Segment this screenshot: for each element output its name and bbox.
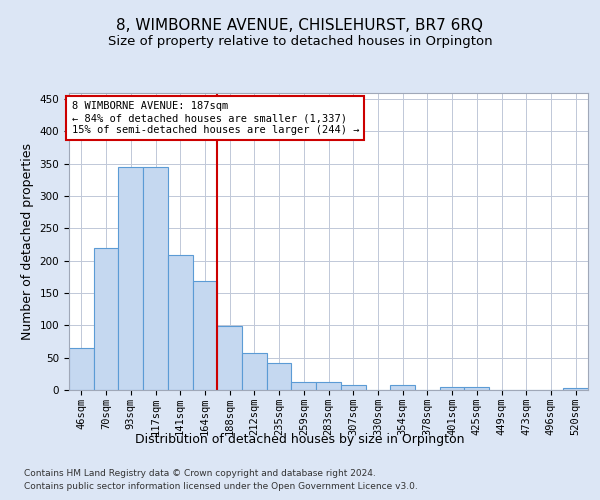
Text: Size of property relative to detached houses in Orpington: Size of property relative to detached ho… [107, 35, 493, 48]
Bar [168, 256, 193, 390]
Bar [143, 167, 168, 390]
Text: Contains HM Land Registry data © Crown copyright and database right 2024.: Contains HM Land Registry data © Crown c… [24, 469, 376, 478]
Bar [563, 388, 588, 390]
Text: Distribution of detached houses by size in Orpington: Distribution of detached houses by size … [135, 432, 465, 446]
Bar [292, 382, 316, 390]
Bar [464, 387, 489, 390]
Bar [217, 326, 242, 390]
Bar [440, 387, 464, 390]
Bar [94, 248, 118, 390]
Bar [118, 167, 143, 390]
Bar [242, 353, 267, 390]
Y-axis label: Number of detached properties: Number of detached properties [21, 143, 34, 340]
Bar [316, 382, 341, 390]
Text: Contains public sector information licensed under the Open Government Licence v3: Contains public sector information licen… [24, 482, 418, 491]
Bar [341, 385, 365, 390]
Bar [390, 386, 415, 390]
Text: 8 WIMBORNE AVENUE: 187sqm
← 84% of detached houses are smaller (1,337)
15% of se: 8 WIMBORNE AVENUE: 187sqm ← 84% of detac… [71, 102, 359, 134]
Bar [267, 363, 292, 390]
Bar [69, 348, 94, 390]
Bar [193, 282, 217, 390]
Text: 8, WIMBORNE AVENUE, CHISLEHURST, BR7 6RQ: 8, WIMBORNE AVENUE, CHISLEHURST, BR7 6RQ [116, 18, 484, 32]
